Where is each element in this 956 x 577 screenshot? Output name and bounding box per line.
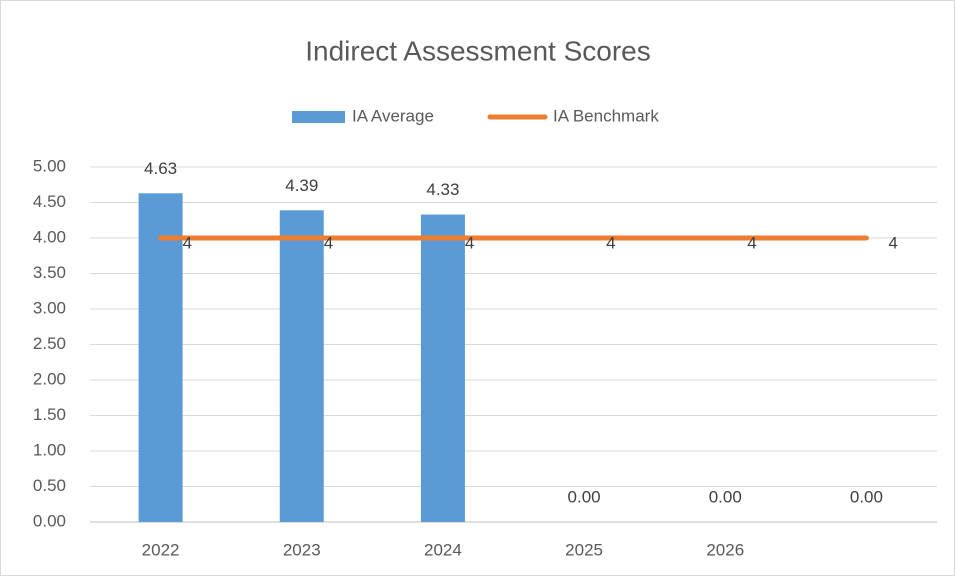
data-label: 4.39 [285,176,318,195]
data-label: 4 [183,233,192,252]
x-tick-label: 2023 [283,540,321,559]
data-label: 4 [888,233,897,252]
data-label: 4 [606,233,615,252]
y-tick-label: 4.00 [33,227,66,246]
data-label: 4 [465,233,474,252]
data-label: 4.33 [426,180,459,199]
y-tick-label: 4.50 [33,192,66,211]
data-label: 0.00 [850,487,883,506]
y-tick-label: 2.00 [33,369,66,388]
bar [279,210,324,522]
data-label: 0.00 [568,487,601,506]
data-label: 4.63 [144,159,177,178]
bar [138,193,183,522]
y-tick-label: 0.50 [33,476,66,495]
legend-swatch [292,111,345,123]
y-tick-label: 5.00 [33,156,66,175]
legend-label: IA Average [352,106,434,125]
legend-label: IA Benchmark [553,106,659,125]
bar [420,214,465,522]
y-tick-label: 1.50 [33,405,66,424]
y-tick-label: 3.50 [33,263,66,282]
y-tick-label: 1.00 [33,440,66,459]
x-tick-label: 2024 [424,540,462,559]
x-tick-label: 2026 [706,540,744,559]
chart-title: Indirect Assessment Scores [305,35,650,66]
y-tick-label: 2.50 [33,334,66,353]
y-tick-label: 3.00 [33,298,66,317]
data-label: 4 [324,233,333,252]
x-tick-label: 2025 [565,540,603,559]
data-label: 4 [747,233,756,252]
data-label: 0.00 [709,487,742,506]
y-tick-label: 0.00 [33,511,66,530]
x-tick-label: 2022 [142,540,180,559]
